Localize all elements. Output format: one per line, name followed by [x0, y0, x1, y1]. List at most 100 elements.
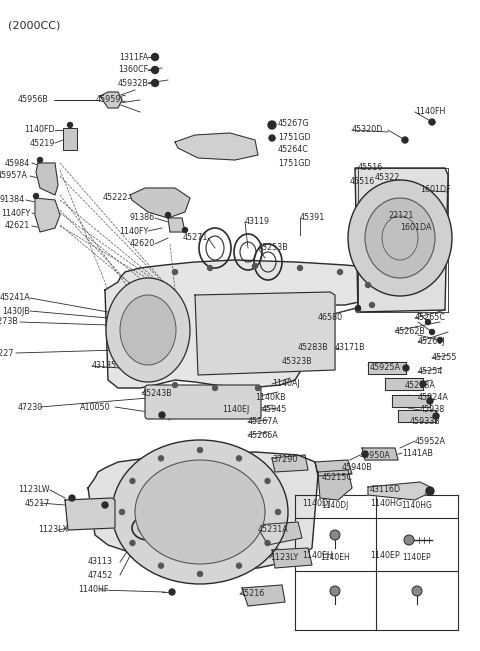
Circle shape	[169, 589, 175, 595]
Text: 1360CF: 1360CF	[118, 66, 148, 74]
Text: 42621: 42621	[5, 221, 30, 230]
Text: 45959C: 45959C	[96, 96, 127, 105]
Text: 45231A: 45231A	[258, 525, 289, 534]
Text: 37290: 37290	[272, 456, 298, 465]
Text: 45516: 45516	[358, 163, 383, 173]
Polygon shape	[355, 168, 448, 312]
Circle shape	[427, 398, 433, 404]
Polygon shape	[195, 292, 335, 375]
Text: 45222: 45222	[103, 193, 128, 202]
Text: 91386: 91386	[130, 214, 155, 223]
Text: 43119: 43119	[245, 217, 270, 227]
Circle shape	[402, 137, 408, 143]
Text: 1430JB: 1430JB	[2, 307, 30, 316]
Circle shape	[158, 563, 164, 568]
Text: 46580: 46580	[318, 314, 343, 322]
Polygon shape	[255, 522, 302, 545]
Text: 45933B: 45933B	[410, 417, 441, 426]
Text: 45262B: 45262B	[395, 327, 426, 335]
Circle shape	[152, 66, 158, 74]
Text: 91384: 91384	[0, 195, 25, 204]
Circle shape	[265, 540, 270, 546]
Circle shape	[430, 329, 434, 335]
Ellipse shape	[330, 586, 340, 596]
Polygon shape	[175, 133, 258, 160]
Text: (2000CC): (2000CC)	[8, 20, 60, 30]
Circle shape	[255, 385, 261, 391]
Circle shape	[237, 563, 241, 568]
Text: 1140HG: 1140HG	[402, 501, 432, 510]
Circle shape	[298, 266, 302, 271]
Polygon shape	[65, 498, 115, 530]
Text: 1601DA: 1601DA	[400, 223, 432, 232]
Text: 1123LX: 1123LX	[38, 525, 68, 534]
Text: 45320D: 45320D	[352, 126, 384, 135]
Polygon shape	[398, 410, 436, 422]
Text: 43116D: 43116D	[370, 486, 401, 495]
Circle shape	[166, 212, 170, 217]
Circle shape	[172, 270, 178, 275]
Text: 45945: 45945	[262, 406, 288, 415]
Circle shape	[69, 495, 75, 501]
Circle shape	[429, 119, 435, 125]
Circle shape	[68, 122, 72, 128]
Circle shape	[370, 303, 374, 307]
Text: 45215C: 45215C	[322, 473, 353, 482]
Text: 1751GD: 1751GD	[278, 133, 311, 141]
Text: 45271: 45271	[182, 234, 208, 243]
Text: 1140FD: 1140FD	[24, 126, 55, 135]
Polygon shape	[368, 482, 430, 500]
Text: 1601DF: 1601DF	[420, 186, 451, 195]
Bar	[63, 128, 77, 150]
Text: 45227: 45227	[0, 348, 14, 357]
Ellipse shape	[330, 530, 340, 540]
Polygon shape	[88, 452, 318, 568]
Text: 1123LY: 1123LY	[270, 553, 298, 562]
Text: 45253A: 45253A	[405, 380, 436, 389]
Text: 45932B: 45932B	[117, 79, 148, 87]
Polygon shape	[36, 163, 58, 195]
Circle shape	[207, 266, 213, 271]
Circle shape	[403, 365, 409, 371]
Circle shape	[268, 121, 276, 129]
Ellipse shape	[106, 278, 190, 382]
Text: 1751GD: 1751GD	[278, 158, 311, 167]
Text: 1140FY: 1140FY	[1, 208, 30, 217]
Text: 45273B: 45273B	[0, 318, 18, 327]
Circle shape	[265, 478, 270, 484]
Text: 45241A: 45241A	[0, 294, 30, 303]
Polygon shape	[35, 198, 60, 232]
Text: 1140KB: 1140KB	[255, 393, 286, 402]
Text: 45957A: 45957A	[0, 171, 28, 180]
Text: 1140AJ: 1140AJ	[272, 380, 300, 389]
Polygon shape	[100, 92, 122, 108]
Text: 1311FA: 1311FA	[119, 53, 148, 61]
Text: 42620: 42620	[130, 240, 155, 249]
Polygon shape	[272, 548, 312, 568]
Circle shape	[197, 447, 203, 452]
Circle shape	[433, 413, 439, 419]
Circle shape	[130, 478, 135, 484]
Circle shape	[420, 381, 426, 387]
Text: 43171B: 43171B	[335, 344, 366, 352]
Polygon shape	[392, 395, 430, 407]
Text: 1140EP: 1140EP	[403, 553, 432, 562]
Text: 43113: 43113	[88, 557, 113, 566]
Circle shape	[237, 456, 241, 461]
Ellipse shape	[120, 295, 176, 365]
Circle shape	[437, 337, 443, 342]
Circle shape	[34, 193, 38, 199]
Text: 45266A: 45266A	[248, 430, 279, 439]
Polygon shape	[362, 448, 398, 460]
Text: 45940B: 45940B	[342, 464, 373, 473]
Circle shape	[269, 135, 275, 141]
Polygon shape	[385, 378, 423, 390]
Text: 45322: 45322	[375, 174, 400, 182]
Ellipse shape	[404, 535, 414, 545]
Circle shape	[213, 385, 217, 391]
Text: 1123LW: 1123LW	[18, 486, 49, 495]
Text: 1140DJ: 1140DJ	[321, 501, 348, 510]
Polygon shape	[272, 455, 308, 472]
Text: 45925A: 45925A	[370, 363, 401, 372]
Circle shape	[182, 227, 188, 232]
